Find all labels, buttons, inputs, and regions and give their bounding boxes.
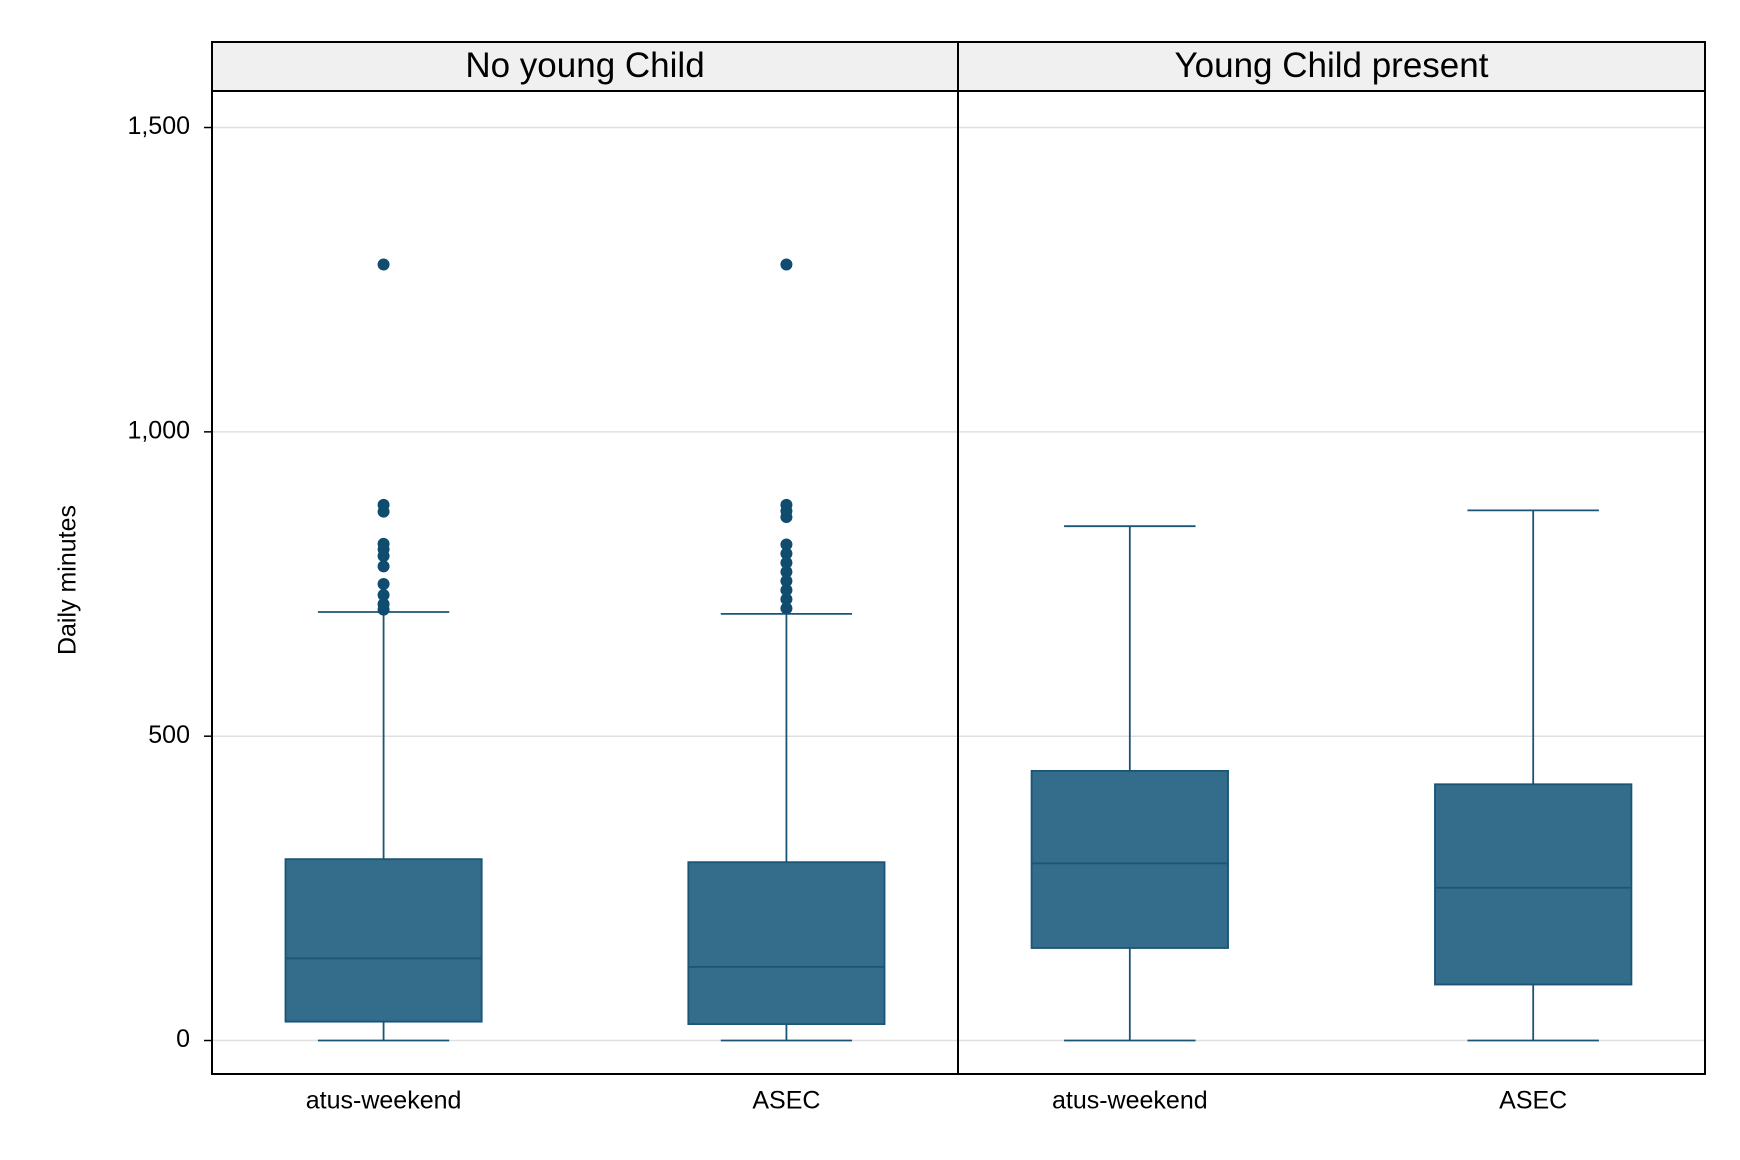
y-tick-label: 500 — [148, 721, 190, 749]
box — [1434, 783, 1633, 986]
panel-title: Young Child present — [1175, 46, 1489, 85]
x-tick-label: ASEC — [752, 1087, 820, 1115]
outlier — [377, 258, 390, 271]
outlier — [780, 511, 793, 524]
outlier — [780, 593, 793, 606]
outlier — [780, 584, 793, 597]
outlier — [780, 565, 793, 578]
outlier — [377, 505, 390, 518]
box — [1030, 769, 1229, 949]
x-tick-label: ASEC — [1499, 1087, 1567, 1115]
y-tick-label: 1,000 — [127, 416, 190, 444]
outlier — [780, 574, 793, 587]
outlier — [377, 560, 390, 573]
outlier — [377, 588, 390, 601]
strip — [211, 41, 959, 92]
x-tick-label: atus-weekend — [306, 1087, 462, 1115]
x-tick-label: atus-weekend — [1052, 1087, 1208, 1115]
outlier — [780, 602, 793, 615]
strip — [957, 41, 1706, 92]
outlier — [780, 258, 793, 271]
panel-title: No young Child — [465, 46, 704, 85]
outlier — [780, 538, 793, 551]
outlier — [377, 578, 390, 591]
y-axis-label: Daily minutes — [54, 505, 82, 655]
y-tick-label: 1,500 — [127, 112, 190, 140]
outlier — [780, 556, 793, 569]
box — [687, 861, 886, 1025]
panel-frame — [957, 90, 1706, 1075]
outlier — [377, 603, 390, 616]
outlier — [780, 547, 793, 560]
box — [284, 858, 483, 1023]
outlier — [377, 550, 390, 563]
y-tick-label: 0 — [176, 1025, 190, 1053]
